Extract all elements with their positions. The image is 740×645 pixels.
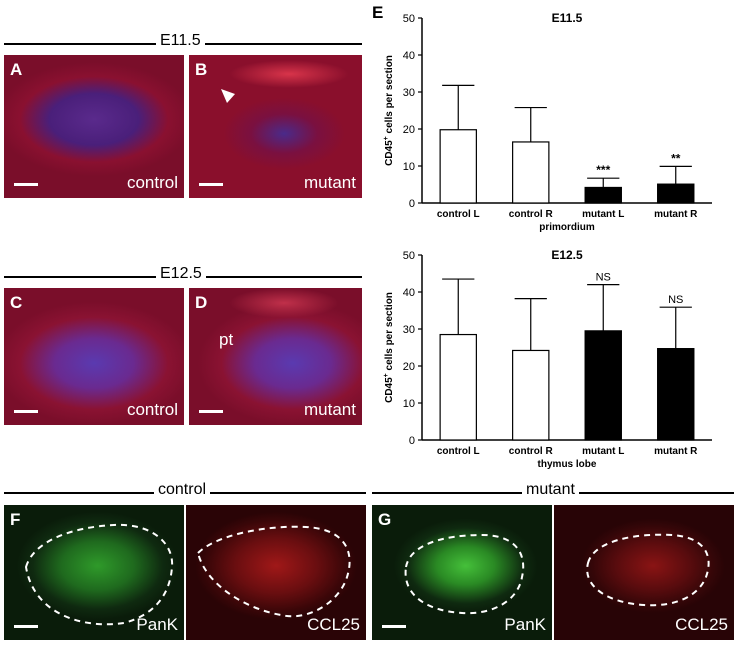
group-title-control: control [154, 481, 211, 499]
x-tick-label: mutant L [582, 446, 624, 457]
x-tick-label: control R [509, 446, 554, 457]
outline-dashed [196, 525, 351, 618]
bar [584, 330, 622, 441]
condition-label-mutant: mutant [304, 400, 356, 419]
outline-dashed [404, 533, 525, 615]
y-tick-label: 10 [403, 398, 415, 410]
x-tick-label: mutant L [582, 209, 624, 220]
panel-letter-g: G [378, 510, 392, 529]
group-title-mutant: mutant [522, 481, 579, 499]
scale-bar [382, 625, 406, 628]
stain-label-pank: PanK [136, 615, 178, 634]
stage-title-e125: E12.5 [156, 265, 206, 283]
bar [512, 349, 550, 441]
bar [657, 348, 695, 441]
significance-label: NS [668, 294, 683, 306]
condition-label-mutant: mutant [304, 173, 356, 192]
stain-label-ccl25: CCL25 [675, 615, 728, 634]
bar-chart-e115: E11.5 0 10 20 30 40 50 CD45+ cells per section c… [383, 11, 712, 233]
panel-letter-b: B [195, 60, 208, 79]
y-tick-label: 20 [403, 361, 415, 373]
scale-bar [14, 183, 38, 186]
group-header-mutant: mutant [372, 481, 734, 505]
scale-bar [14, 625, 38, 628]
condition-label-control: control [126, 400, 178, 419]
panel-letter-c: C [10, 293, 23, 312]
tissue-highlight [229, 288, 339, 318]
outline-dashed [24, 523, 174, 626]
y-tick-label: 10 [403, 161, 415, 173]
y-tick-label: 20 [403, 124, 415, 136]
x-tick-label: control R [509, 209, 554, 220]
pt-label: pt [219, 330, 234, 349]
condition-label-control: control [126, 173, 178, 192]
bar [512, 141, 550, 204]
x-tick-label: control L [437, 209, 480, 220]
micrograph-panel-d: D pt mutant [189, 288, 362, 425]
stage-header-e115: E11.5 [4, 32, 362, 56]
group-header-control: control [4, 481, 366, 505]
tissue-highlight [229, 60, 349, 88]
y-tick-label: 0 [409, 435, 415, 447]
micrograph-panel-c: C control [4, 288, 184, 425]
micrograph-panel-g-ccl25: CCL25 [554, 505, 734, 640]
y-tick-label: 40 [403, 50, 415, 62]
chart-title: E12.5 [551, 248, 583, 262]
x-tick-label: control L [437, 446, 480, 457]
outline-dashed [586, 533, 710, 607]
bar [584, 186, 622, 204]
stain-label-pank: PanK [504, 615, 546, 634]
micrograph-panel-g-pank: G PanK [372, 505, 552, 640]
scale-bar [14, 410, 38, 413]
y-tick-label: 30 [403, 87, 415, 99]
significance-label: NS [596, 272, 611, 284]
y-axis-label: CD45+ cells per section [383, 292, 395, 403]
micrograph-panel-f-pank: F PanK [4, 505, 184, 640]
bar [657, 183, 695, 204]
y-tick-label: 40 [403, 287, 415, 299]
scale-bar [199, 183, 223, 186]
micrograph-panel-a: A control [4, 55, 184, 198]
x-axis-label: thymus lobe [538, 459, 597, 470]
stage-title-e115: E11.5 [156, 32, 205, 50]
significance-label: ** [671, 151, 681, 165]
arrowhead-icon [221, 89, 235, 103]
x-tick-label: mutant R [654, 446, 698, 457]
stain-label-ccl25: CCL25 [307, 615, 360, 634]
panel-letter-a: A [10, 60, 23, 79]
y-axis-label: CD45+ cells per section [383, 55, 395, 166]
bar [439, 333, 477, 441]
chart-title: E11.5 [552, 11, 583, 25]
significance-label: *** [596, 163, 610, 177]
panel-letter-d: D [195, 293, 208, 312]
x-tick-label: mutant R [654, 209, 698, 220]
stage-header-e125: E12.5 [4, 265, 362, 289]
bar-chart-e125: E12.5 0 10 20 30 40 50 CD45+ cells per section c… [383, 248, 712, 470]
panel-letter-e: E [372, 3, 384, 22]
y-tick-label: 50 [403, 250, 415, 262]
panel-letter-f: F [10, 510, 21, 529]
y-tick-label: 30 [403, 324, 415, 336]
micrograph-panel-f-ccl25: CCL25 [186, 505, 366, 640]
micrograph-panel-b: B mutant [189, 55, 362, 198]
scale-bar [199, 410, 223, 413]
y-tick-label: 0 [409, 198, 415, 210]
x-axis-label: primordium [539, 222, 595, 233]
y-tick-label: 50 [403, 13, 415, 25]
bar [439, 129, 477, 204]
